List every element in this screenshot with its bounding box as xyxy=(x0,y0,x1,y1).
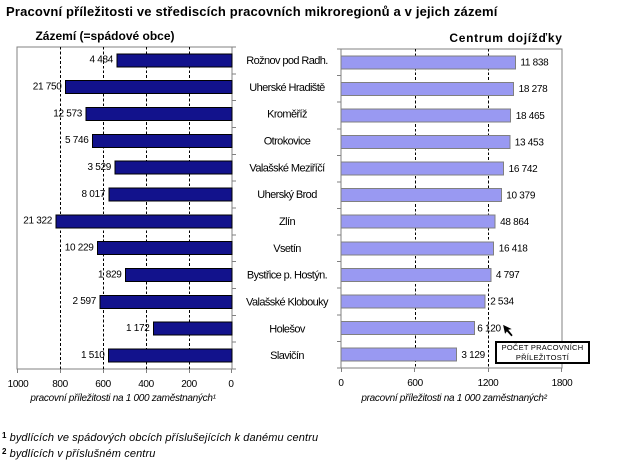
svg-text:1000: 1000 xyxy=(8,379,29,390)
svg-text:0: 0 xyxy=(338,378,344,389)
svg-text:16 742: 16 742 xyxy=(509,164,539,175)
svg-text:1 510: 1 510 xyxy=(81,350,105,361)
svg-text:1 829: 1 829 xyxy=(98,269,122,280)
svg-text:3 129: 3 129 xyxy=(461,350,485,361)
svg-text:pracovní příležitosti na 1 000: pracovní příležitosti na 1 000 zaměstnan… xyxy=(29,393,216,404)
svg-text:4 484: 4 484 xyxy=(89,55,113,66)
svg-text:400: 400 xyxy=(138,379,154,390)
svg-text:Bystřice p. Hostýn.: Bystřice p. Hostýn. xyxy=(247,270,328,282)
svg-text:Pracovní příležitosti ve střed: Pracovní příležitosti ve střediscích pra… xyxy=(6,4,498,19)
svg-text:16 418: 16 418 xyxy=(499,244,529,255)
svg-text:Zlín: Zlín xyxy=(279,216,295,228)
svg-text:1800: 1800 xyxy=(552,378,573,389)
svg-text:PŘÍLEŽITOSTÍ: PŘÍLEŽITOSTÍ xyxy=(516,353,570,362)
svg-text:1 172: 1 172 xyxy=(126,323,150,334)
svg-text:1200: 1200 xyxy=(478,378,499,389)
svg-text:6 120: 6 120 xyxy=(477,323,501,334)
svg-text:Valašské Meziříčí: Valašské Meziříčí xyxy=(249,162,325,174)
svg-text:10 379: 10 379 xyxy=(506,191,536,202)
svg-text:Centrum dojížďky: Centrum dojížďky xyxy=(449,31,562,45)
svg-text:10 229: 10 229 xyxy=(65,242,95,253)
svg-text:POČET PRACOVNÍCH: POČET PRACOVNÍCH xyxy=(502,343,584,352)
svg-text:48 864: 48 864 xyxy=(500,217,530,228)
svg-text:Uherský Brod: Uherský Brod xyxy=(257,189,317,201)
svg-text:0: 0 xyxy=(228,379,234,390)
svg-text:Holešov: Holešov xyxy=(269,323,306,335)
svg-text:pracovní příležitosti na 1 000: pracovní příležitosti na 1 000 zaměstnan… xyxy=(360,393,547,404)
svg-text:4 797: 4 797 xyxy=(496,270,520,281)
svg-text:200: 200 xyxy=(181,379,197,390)
svg-text:18 278: 18 278 xyxy=(519,84,549,95)
svg-text:Valašské Klobouky: Valašské Klobouky xyxy=(246,297,329,309)
svg-text:2 597: 2 597 xyxy=(72,296,96,307)
svg-text:18 465: 18 465 xyxy=(516,111,546,122)
svg-text:21 750: 21 750 xyxy=(33,81,63,92)
svg-text:600: 600 xyxy=(95,379,111,390)
svg-text:8 017: 8 017 xyxy=(81,189,105,200)
svg-text:Kroměříž: Kroměříž xyxy=(267,109,307,121)
svg-text:Otrokovice: Otrokovice xyxy=(264,136,311,148)
svg-text:21 322: 21 322 xyxy=(23,216,53,227)
svg-text:Uherské Hradiště: Uherské Hradiště xyxy=(249,82,325,94)
svg-text:Vsetín: Vsetín xyxy=(273,243,301,255)
svg-text:800: 800 xyxy=(52,379,68,390)
svg-text:2 534: 2 534 xyxy=(490,297,514,308)
svg-text:Rožnov pod Radh.: Rožnov pod Radh. xyxy=(246,55,328,67)
svg-text:13 453: 13 453 xyxy=(515,137,545,148)
svg-text:5 746: 5 746 xyxy=(65,135,89,146)
svg-text:Slavičín: Slavičín xyxy=(270,350,304,362)
svg-text:11 838: 11 838 xyxy=(520,58,549,69)
svg-text:3 529: 3 529 xyxy=(87,162,111,173)
svg-text:Zázemí (=spádové obce): Zázemí (=spádové obce) xyxy=(35,29,174,43)
svg-text:12 573: 12 573 xyxy=(53,108,83,119)
svg-text:600: 600 xyxy=(407,378,423,389)
